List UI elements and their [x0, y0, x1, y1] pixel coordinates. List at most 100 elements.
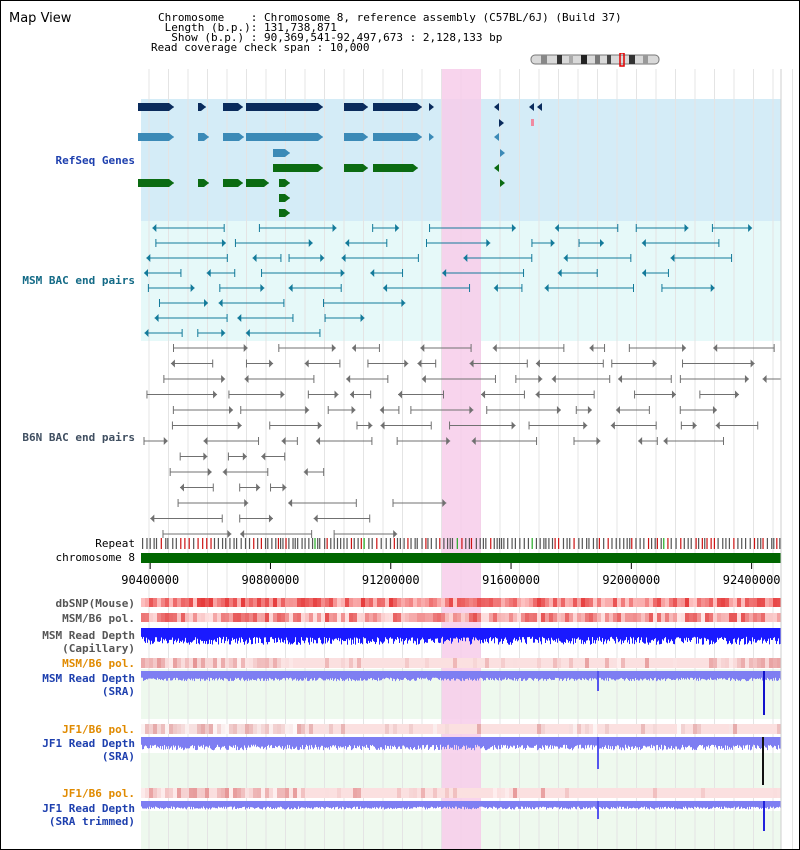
depth-bar — [742, 737, 743, 750]
depth-bar — [380, 801, 381, 807]
depth-bar — [704, 671, 705, 680]
jf1-b6-pol-label[interactable]: JF1/B6 pol. — [62, 723, 135, 736]
depth-bar — [342, 628, 343, 640]
depth-bar — [745, 671, 746, 681]
heat-cell — [209, 598, 213, 607]
depth-bar — [185, 628, 186, 638]
bac-end-arrow — [550, 239, 555, 247]
heat-cell — [489, 724, 493, 734]
depth-bar — [379, 801, 380, 808]
depth-bar — [527, 628, 528, 638]
depth-bar — [461, 801, 462, 809]
heat-cell — [461, 613, 465, 622]
bac-end-arrow — [642, 269, 647, 277]
depth-bar — [657, 628, 658, 642]
msm-bac-end-pairs-label[interactable]: MSM BAC end pairs — [22, 274, 135, 287]
depth-bar — [160, 671, 161, 681]
heat-cell — [477, 788, 481, 798]
bac-end-arrow — [493, 284, 498, 292]
depth-bar — [394, 671, 395, 680]
depth-bar — [532, 801, 533, 808]
label-line: JF1 Read Depth — [42, 737, 135, 750]
heat-cell — [549, 658, 553, 668]
depth-bar — [157, 737, 158, 747]
repeat-mark — [704, 538, 706, 549]
msm-read-depth-sra-label[interactable]: MSM Read Depth (SRA) — [1, 672, 135, 698]
depth-bar — [254, 671, 255, 681]
depth-bar — [681, 737, 682, 748]
heat-cell — [481, 658, 485, 668]
chromosome-ideogram[interactable] — [529, 53, 663, 67]
dbsnp-label[interactable]: dbSNP(Mouse) — [55, 597, 135, 610]
depth-bar — [550, 628, 551, 645]
refseq-genes-label[interactable]: RefSeq Genes — [55, 154, 135, 167]
depth-bar — [479, 628, 480, 640]
gene-exon — [279, 194, 285, 202]
heat-cell — [169, 788, 173, 798]
depth-bar — [515, 671, 516, 681]
jf1-read-depth-trimmed-label[interactable]: JF1 Read Depth (SRA trimmed) — [1, 802, 135, 828]
depth-bar — [190, 671, 191, 681]
depth-bar — [518, 628, 519, 641]
depth-bar — [391, 801, 392, 809]
heat-cell — [673, 613, 677, 622]
depth-bar — [159, 628, 160, 642]
depth-bar — [199, 671, 200, 679]
heat-cell — [465, 724, 469, 734]
depth-bar — [554, 628, 555, 641]
heat-cell — [165, 658, 169, 668]
depth-bar — [535, 628, 536, 640]
depth-bar — [691, 737, 692, 748]
depth-bar — [609, 628, 610, 642]
depth-bar — [302, 628, 303, 641]
msm-read-depth-capillary-label[interactable]: MSM Read Depth (Capillary) — [1, 629, 135, 655]
depth-bar — [665, 737, 666, 747]
depth-bar — [517, 628, 518, 642]
depth-bar — [327, 628, 328, 643]
gene-exon — [344, 103, 363, 111]
depth-bar — [605, 801, 606, 809]
depth-bar — [627, 628, 628, 643]
depth-bar — [401, 737, 402, 749]
depth-bar — [482, 628, 483, 643]
b6n-bac-end-pairs-label[interactable]: B6N BAC end pairs — [22, 431, 135, 444]
heat-cell — [361, 658, 365, 668]
depth-bar — [243, 671, 244, 680]
repeat-mark — [558, 538, 560, 549]
msm-b6-pol-sra-label[interactable]: MSM/B6 pol. — [62, 657, 135, 670]
heat-cell — [265, 613, 269, 622]
depth-bar — [426, 671, 427, 678]
bac-end-arrow — [206, 269, 211, 277]
heat-cell — [661, 724, 665, 734]
depth-bar — [485, 628, 486, 642]
depth-bar — [758, 737, 759, 747]
depth-bar — [396, 737, 397, 750]
heat-cell — [225, 724, 229, 734]
jf1-read-depth-sra-label[interactable]: JF1 Read Depth (SRA) — [1, 737, 135, 763]
depth-bar — [588, 737, 589, 745]
depth-bar — [748, 801, 749, 810]
depth-bar — [647, 801, 648, 809]
depth-bar — [323, 801, 324, 808]
depth-bar — [197, 671, 198, 679]
depth-bar — [182, 628, 183, 641]
depth-bar — [774, 801, 775, 809]
depth-bar — [494, 737, 495, 746]
depth-bar — [669, 801, 670, 808]
heat-cell — [385, 613, 389, 622]
repeat-mark — [292, 538, 294, 549]
depth-bar — [696, 737, 697, 751]
heat-cell — [613, 724, 617, 734]
depth-bar — [370, 671, 371, 679]
jf1-b6-pol-trimmed-label[interactable]: JF1/B6 pol. — [62, 787, 135, 800]
heat-cell — [485, 658, 489, 668]
bac-end-arrow — [556, 406, 561, 414]
depth-bar — [281, 801, 282, 808]
depth-bar — [462, 801, 463, 807]
depth-bar — [538, 737, 539, 750]
msm-b6-pol-label[interactable]: MSM/B6 pol. — [62, 612, 135, 625]
depth-bar — [509, 671, 510, 680]
heat-cell — [549, 598, 553, 607]
depth-bar — [592, 628, 593, 638]
